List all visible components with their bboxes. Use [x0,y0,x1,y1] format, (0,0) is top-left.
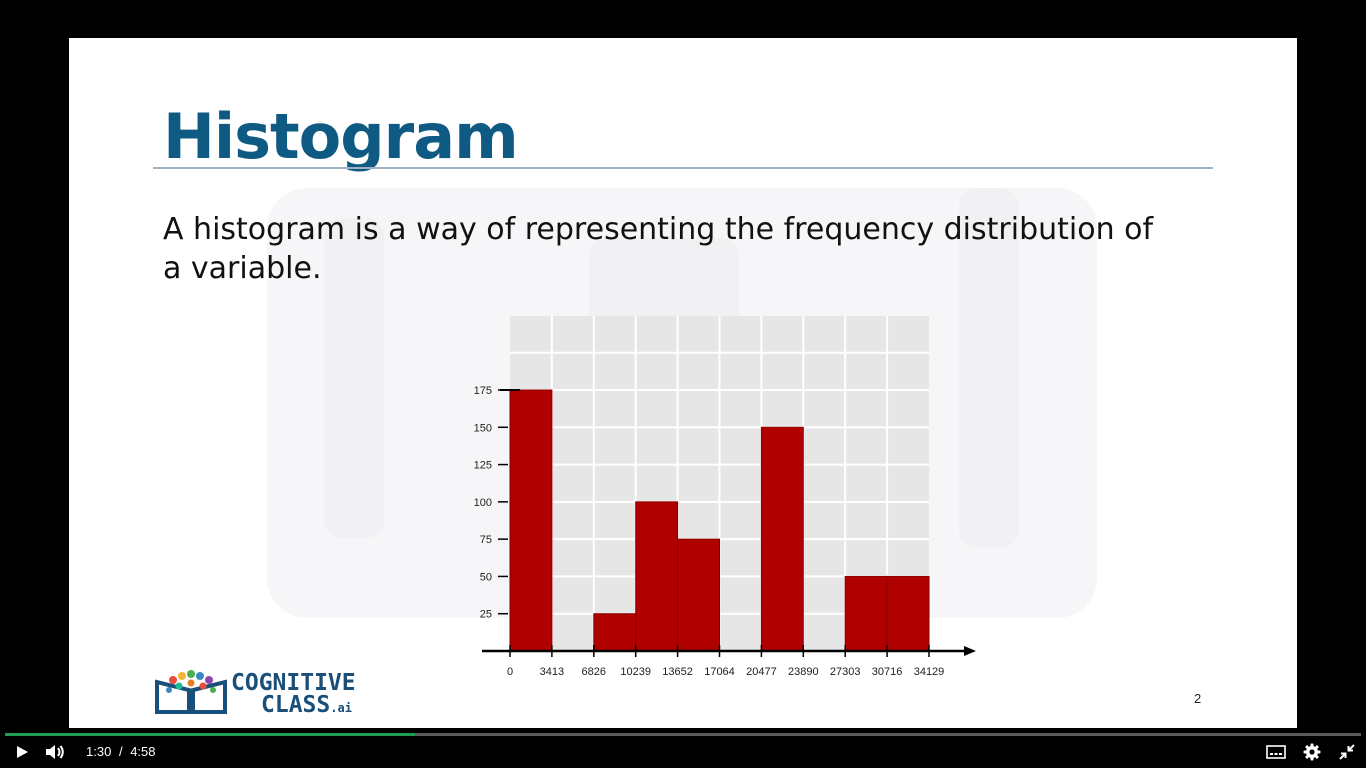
slide-page-number: 2 [1194,691,1202,706]
play-button[interactable] [8,736,36,768]
settings-button[interactable] [1298,736,1326,768]
watermark-shape [324,218,384,538]
histogram-bar [844,575,888,652]
histogram-bar [760,426,804,652]
y-tick-label: 150 [474,422,492,434]
x-tick-label: 3413 [540,666,564,678]
x-tick-label: 13652 [662,666,693,678]
watermark-shape [959,188,1019,548]
x-tick-label: 30716 [872,666,903,678]
x-tick-label: 0 [507,666,513,678]
y-tick-label: 75 [480,534,492,546]
y-tick-label: 100 [474,497,492,509]
title-divider [153,167,1213,169]
slide-body-text: A histogram is a way of representing the… [163,212,1154,286]
subtitles-button[interactable] [1262,736,1290,768]
play-icon [17,746,28,758]
logo-suffix: .ai [330,701,352,715]
x-tick-label: 34129 [914,666,945,678]
time-separator: / [118,744,123,759]
x-tick-label: 27303 [830,666,861,678]
progress-bar-fill [5,733,415,736]
volume-icon [46,745,64,759]
histogram-bar [509,389,553,652]
logo-line-1: COGNITIVE [231,670,356,696]
cognitive-class-logo-icon [155,670,227,714]
x-tick-label: 6826 [582,666,606,678]
current-time: 1:30 [86,744,112,759]
x-tick-label: 20477 [746,666,777,678]
settings-icon [1303,743,1321,761]
duration: 4:58 [130,744,156,759]
x-tick-label: 10239 [620,666,651,678]
exit-fullscreen-icon [1339,744,1355,760]
player-controls [0,736,1366,768]
subtitles-icon [1266,745,1286,759]
y-tick-label: 175 [474,385,492,397]
logo-text: COGNITIVE CLASS.ai [231,672,356,719]
exit-fullscreen-button[interactable] [1334,736,1360,768]
logo-line-2: CLASS [261,692,331,718]
y-tick-label: 50 [480,571,492,583]
histogram-bar [886,575,930,652]
slide-title: Histogram [163,100,519,173]
y-tick-label: 25 [480,609,492,621]
histogram-bar [635,501,679,652]
x-axis-arrow [964,646,976,656]
y-tick-label: 125 [474,460,492,472]
time-display: 1:30 / 4:58 [86,744,156,759]
progress-bar[interactable] [5,733,1361,736]
histogram-bar [593,613,637,652]
volume-button[interactable] [42,736,68,768]
histogram-bar [677,538,720,652]
x-tick-label: 23890 [788,666,819,678]
x-tick-label: 17064 [704,666,735,678]
